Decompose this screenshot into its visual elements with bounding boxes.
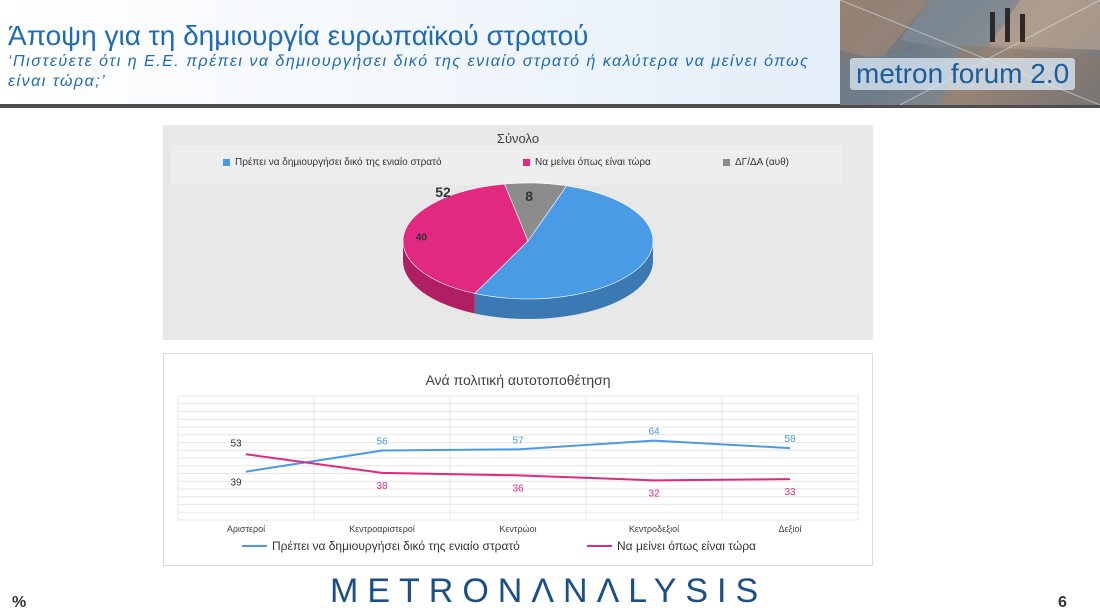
page-number: 6	[1058, 594, 1067, 611]
data-label-s2: 32	[648, 488, 660, 499]
pie-data-label-3: 8	[525, 188, 533, 204]
legend-swatch-pink	[523, 158, 530, 166]
pie-slice-side-2	[403, 241, 475, 314]
line-chart-panel: Ανά πολιτική αυτοτοποθέτηση Αριστεροί Κεν…	[163, 353, 873, 566]
x-tick-label: Κεντρώοι	[499, 524, 536, 534]
line-chart-title: Ανά πολιτική αυτοτοποθέτηση	[425, 372, 611, 388]
series-line-1	[245, 439, 791, 473]
forum-logo-image: metron forum 2.0	[840, 0, 1100, 105]
legend-swatch-blue	[223, 158, 230, 166]
pie-chart-title: Σύνολο	[496, 131, 540, 146]
logo-part-metron: METRON	[330, 572, 532, 610]
pie-slice-side-1	[474, 241, 653, 319]
logo-part-analysis: ΛNΛLYSIS	[531, 572, 768, 610]
pie-slice-3	[504, 182, 568, 242]
pie-data-label-2: 40	[416, 233, 428, 244]
legend-swatch-gray	[723, 158, 730, 166]
series-line-2	[245, 453, 791, 482]
page-title: Άποψη για τη δημιουργία ευρωπαϊκού στρατ…	[8, 20, 589, 51]
x-tick-label: Αριστεροί	[227, 524, 265, 534]
data-label-s2: 38	[376, 481, 388, 492]
data-label-s1: 56	[376, 437, 388, 448]
x-tick-label: Δεξιοί	[778, 524, 801, 534]
pie-chart-panel: Σύνολο Πρέπει να δημιουργήσει δικό της ε…	[163, 125, 873, 340]
pie-slice-1	[474, 185, 654, 300]
x-tick-label: Κεντροδεξιοί	[629, 524, 679, 534]
data-label-s1: 64	[648, 427, 660, 438]
percent-label: %	[12, 594, 27, 611]
forum-logo-text: metron forum 2.0	[850, 58, 1076, 90]
pie-legend-item-2: Να μείνει όπως είναι τώρα	[523, 157, 651, 168]
page-subtitle: ‘Πιστεύετε ότι η Ε.Ε. πρέπει να δημιουργ…	[8, 53, 810, 90]
pie-data-label-1: 52	[435, 184, 451, 200]
pie-slice-2	[402, 183, 529, 294]
data-label-s1: 58	[784, 434, 796, 445]
x-tick-label: Κεντροαριστεροί	[349, 524, 415, 534]
pie-legend-label-2: Να μείνει όπως είναι τώρα	[535, 157, 651, 168]
data-label-s1: 57	[512, 435, 524, 446]
line-chart-svg: Αριστεροί Κεντροαριστεροί Κεντρώοι Κεντροδε…	[177, 395, 859, 553]
data-label-s1: 39	[230, 478, 242, 489]
pie-legend: Πρέπει να δημιουργήσει δικό της ενιαίο σ…	[171, 145, 843, 185]
pie-legend-item-1: Πρέπει να δημιουργήσει δικό της ενιαίο σ…	[223, 157, 442, 168]
pie-legend-item-3: ΔΓ/ΔΑ (αυθ)	[723, 157, 789, 168]
header-divider	[0, 104, 1100, 108]
data-label-s2: 33	[784, 487, 796, 498]
pie-legend-label-3: ΔΓ/ΔΑ (αυθ)	[735, 157, 790, 168]
legend-label-1: Πρέπει να δημιουργήσει δικό της ενιαίο σ…	[272, 539, 520, 553]
data-label-s2: 36	[512, 483, 524, 494]
pie-chart-svg: 52 40 8	[402, 182, 654, 319]
pie-legend-label-1: Πρέπει να δημιουργήσει δικό της ενιαίο σ…	[235, 157, 442, 168]
metron-analysis-logo: METRONΛNΛLYSIS	[330, 572, 767, 611]
data-label-s2: 53	[230, 438, 242, 449]
legend-label-2: Να μείνει όπως είναι τώρα	[617, 539, 756, 553]
